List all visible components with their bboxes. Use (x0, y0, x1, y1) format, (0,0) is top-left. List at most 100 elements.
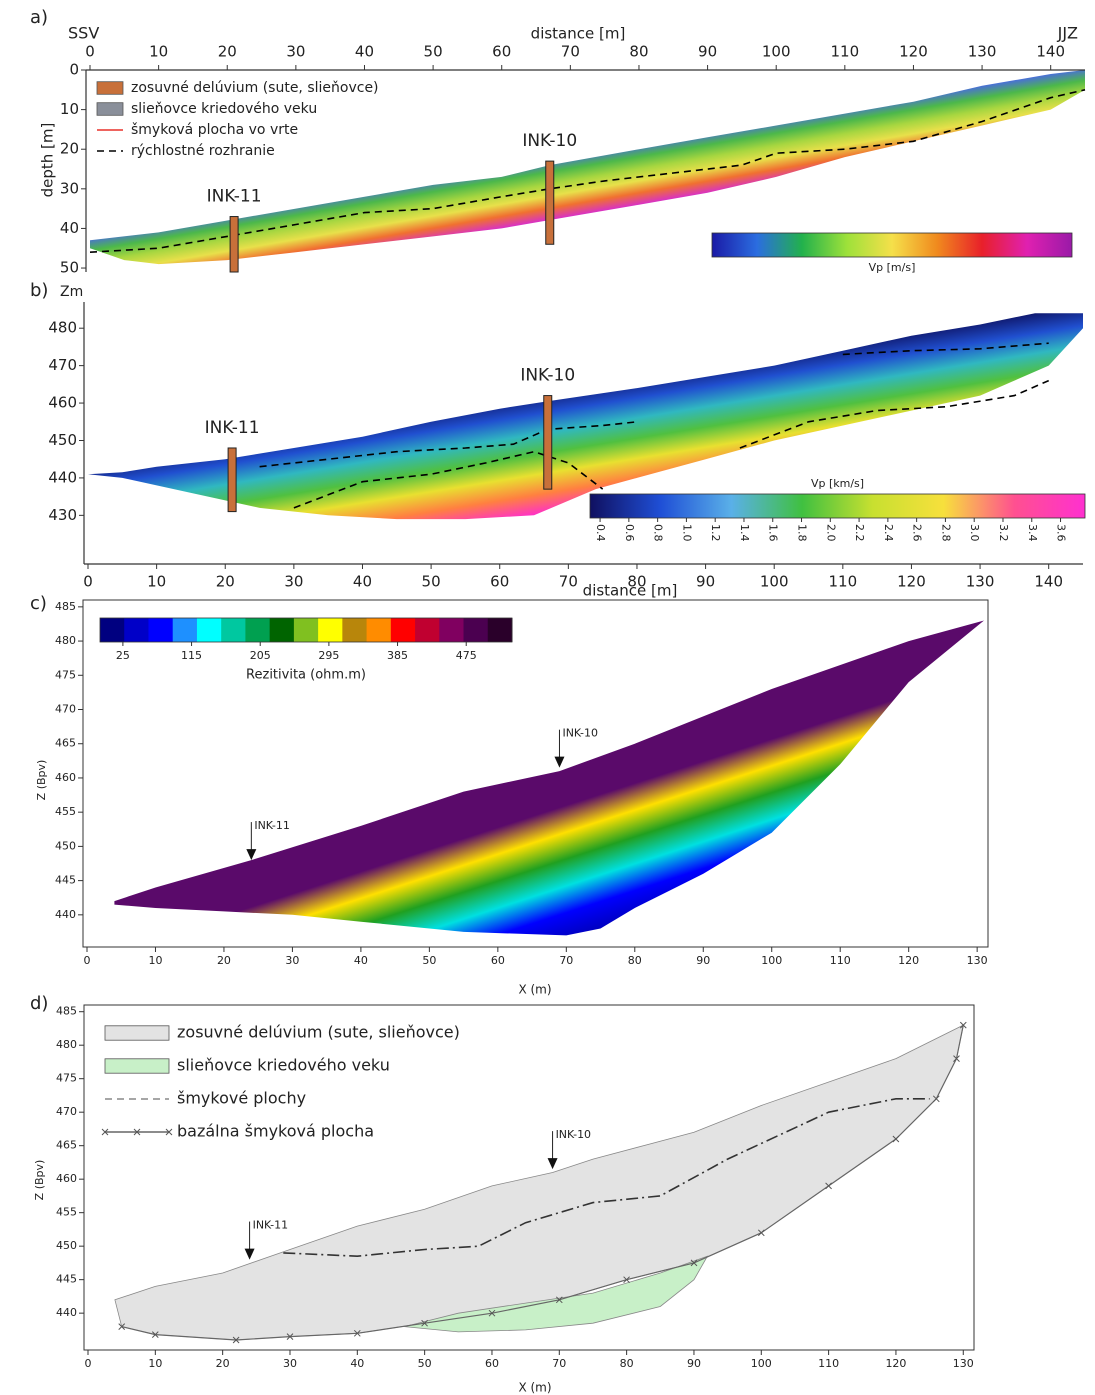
x-tick-label: 70 (559, 954, 573, 967)
colorbar-tick-label: 2.4 (882, 524, 895, 542)
colorbar-cell (245, 618, 270, 642)
layer (114, 621, 984, 936)
ylabel: Z (Bpv) (33, 1160, 46, 1201)
borehole-label: INK-11 (205, 418, 260, 438)
x-tick-label: 90 (687, 1357, 701, 1370)
colorbar-tick-label: 1.8 (796, 524, 809, 542)
colorbar-cell (415, 618, 440, 642)
colorbar-tick-label: 385 (387, 649, 408, 662)
x-tick-label: 130 (967, 954, 988, 967)
x-tick-label: 70 (561, 43, 580, 61)
legend-label: slieňovce kriedového veku (177, 1056, 390, 1075)
x-tick-label: 100 (761, 954, 782, 967)
y-tick-label: 475 (56, 1072, 77, 1085)
y-tick-label: 0 (69, 61, 79, 79)
colorbar-cell (197, 618, 222, 642)
x-tick-label: 50 (422, 954, 436, 967)
y-tick-label: 10 (60, 100, 79, 118)
x-tick-label: 30 (283, 1357, 297, 1370)
y-tick-label: 465 (55, 737, 76, 750)
x-tick-label: 60 (485, 1357, 499, 1370)
y-tick-label: 470 (48, 356, 77, 374)
x-tick-label: 110 (830, 954, 851, 967)
x-tick-label: 40 (354, 954, 368, 967)
colorbar (712, 233, 1072, 257)
colorbar-tick-label: 2.8 (939, 524, 952, 542)
colorbar-tick-label: 2.6 (911, 524, 924, 542)
x-tick-label: 110 (818, 1357, 839, 1370)
colorbar-tick-label: 1.6 (767, 524, 780, 542)
y-tick-label: 440 (56, 1306, 77, 1319)
legend-label: šmyková plocha vo vrte (131, 122, 298, 138)
x-tick-label: 60 (490, 573, 509, 591)
label: d) (30, 993, 48, 1014)
x-tick-label: 100 (751, 1357, 772, 1370)
x-tick-label: 100 (760, 573, 789, 591)
colorbar-tick-label: 0.8 (652, 524, 665, 542)
x-tick-label: 50 (422, 573, 441, 591)
colorbar-cell (124, 618, 149, 642)
borehole-label: INK-10 (520, 366, 575, 386)
layer (88, 313, 1083, 519)
legend-label: slieňovce kriedového veku (131, 101, 317, 117)
borehole (228, 448, 236, 512)
y-tick-label: 470 (56, 1105, 77, 1118)
colorbar (590, 494, 1085, 518)
x-tick-label: 40 (353, 573, 372, 591)
xlabel: X (m) (518, 983, 551, 997)
colorbar-cell (221, 618, 246, 642)
colorbar-tick-label: 115 (181, 649, 202, 662)
y-tick-label: 480 (48, 319, 77, 337)
x-tick-label: 120 (898, 954, 919, 967)
colorbar-cell (391, 618, 416, 642)
colorbar-tick-label: 3.2 (997, 524, 1010, 542)
colorbar-tick-label: 1.2 (709, 524, 722, 542)
x-tick-label: 30 (286, 43, 305, 61)
legend-label: rýchlostné rozhranie (131, 143, 275, 159)
x-tick-label: 10 (148, 954, 162, 967)
x-tick-label: 20 (217, 954, 231, 967)
y-tick-label: 455 (55, 805, 76, 818)
x-tick-label: 100 (762, 43, 791, 61)
x-tick-label: 20 (218, 43, 237, 61)
arrow-head (245, 1249, 255, 1260)
y-tick-label: 465 (56, 1139, 77, 1152)
x-tick-label: 120 (885, 1357, 906, 1370)
x-tick-label: 90 (698, 43, 717, 61)
label: b) (30, 280, 48, 301)
colorbar-cell (148, 618, 173, 642)
y-tick-label: 455 (56, 1206, 77, 1219)
x-tick-label: 30 (285, 954, 299, 967)
x-tick-label: 10 (148, 1357, 162, 1370)
y-tick-label: 50 (60, 259, 79, 277)
y-tick-label: 20 (60, 140, 79, 158)
ylabel: Z (Bpv) (35, 760, 48, 801)
borehole (230, 217, 238, 272)
arrow-head (246, 849, 256, 860)
colorbar-tick-label: 1.0 (680, 524, 693, 542)
y-tick-label: 40 (60, 219, 79, 237)
colorbar-tick-label: 1.4 (738, 524, 751, 542)
x-tick-label: 0 (84, 954, 91, 967)
y-tick-label: 485 (56, 1005, 77, 1018)
x-tick-label: 40 (350, 1357, 364, 1370)
y-tick-label: 460 (55, 771, 76, 784)
y-tick-label: 480 (56, 1038, 77, 1051)
colorbar-tick-label: 2.0 (824, 524, 837, 542)
legend-swatch (97, 82, 123, 95)
legend-label: zosuvné delúvium (sute, slieňovce) (177, 1023, 460, 1042)
x-tick-label: 130 (953, 1357, 974, 1370)
colorbar-tick-label: 0.4 (594, 524, 607, 542)
y-tick-label: 460 (48, 394, 77, 412)
x-tick-label: 60 (492, 43, 511, 61)
colorbar-tick-label: 3.0 (968, 524, 981, 542)
borehole-label: INK-10 (522, 131, 577, 151)
x-tick-label: 0 (85, 43, 95, 61)
borehole (546, 161, 554, 244)
x-tick-label: 120 (897, 573, 926, 591)
colorbar-cell (488, 618, 513, 642)
x-tick-label: 70 (552, 1357, 566, 1370)
colorbar-cell (294, 618, 319, 642)
colorbar-tick-label: 3.6 (1055, 524, 1068, 542)
xlabel: distance [m] (583, 582, 678, 600)
